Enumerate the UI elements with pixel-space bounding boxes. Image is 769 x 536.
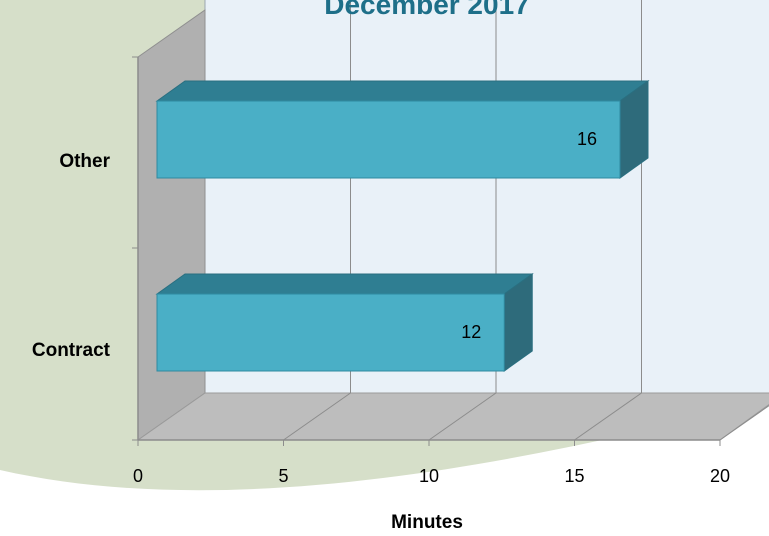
data-label-other: 16: [577, 129, 597, 149]
floor: [136, 392, 769, 441]
x-axis-title: Minutes: [391, 512, 463, 533]
bar-contract: [156, 293, 505, 372]
gridline-floor-1: [283, 392, 351, 441]
gridline-floor-3: [574, 392, 642, 441]
chart-title: December 2017: [324, 0, 529, 20]
x-tick-label-1: 5: [278, 466, 288, 486]
gridline-floor-4: [719, 405, 769, 441]
x-tick-label-4: 20: [710, 466, 730, 486]
x-tick-label-0: 0: [133, 466, 143, 486]
background-swoosh-lower: [0, 400, 769, 536]
bar-top-other: [155, 80, 650, 102]
data-label-contract: 12: [461, 322, 481, 342]
x-tick-label-3: 15: [564, 466, 584, 486]
bar-top-contract: [155, 273, 534, 295]
bar-other: [156, 100, 621, 179]
x-tick-label-2: 10: [419, 466, 439, 486]
category-label-other: Other: [59, 151, 110, 172]
x-tick-labels: 0 5 10 15 20: [133, 466, 730, 486]
axis-lines: [132, 56, 721, 446]
side-wall: [137, 9, 206, 441]
gridline-floor-2: [428, 392, 497, 441]
category-label-contract: Contract: [32, 340, 111, 361]
